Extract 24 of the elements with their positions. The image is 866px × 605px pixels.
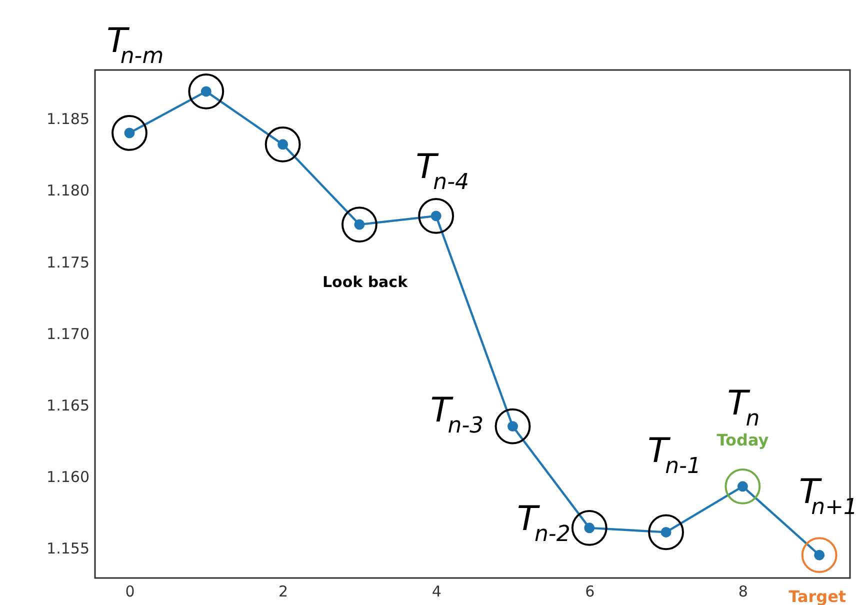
point [264, 126, 301, 162]
x-tick-label: 8 [738, 582, 748, 600]
point [571, 510, 608, 546]
point [418, 198, 454, 234]
point [112, 115, 148, 151]
point [341, 206, 378, 242]
annotation: Look back [322, 273, 409, 291]
x-tick-label: 6 [585, 582, 595, 600]
y-tick-label: 1.155 [46, 539, 90, 558]
y-tick-label: 1.170 [46, 324, 90, 343]
point [724, 468, 761, 504]
x-tick-label: 2 [278, 582, 288, 600]
y-tick-label: 1.160 [46, 468, 90, 486]
y-tick-label: 1.185 [46, 110, 90, 128]
y-tick-label: 1.180 [46, 182, 90, 200]
annotation: Today [716, 430, 770, 450]
y-tick-label: 1.165 [46, 396, 90, 414]
x-tick-label: 0 [125, 582, 135, 600]
point [801, 537, 838, 574]
point [188, 74, 224, 110]
point [648, 514, 684, 550]
x-tick-label: 4 [432, 582, 442, 600]
point [494, 408, 531, 444]
y-tick-label: 1.175 [46, 253, 90, 272]
